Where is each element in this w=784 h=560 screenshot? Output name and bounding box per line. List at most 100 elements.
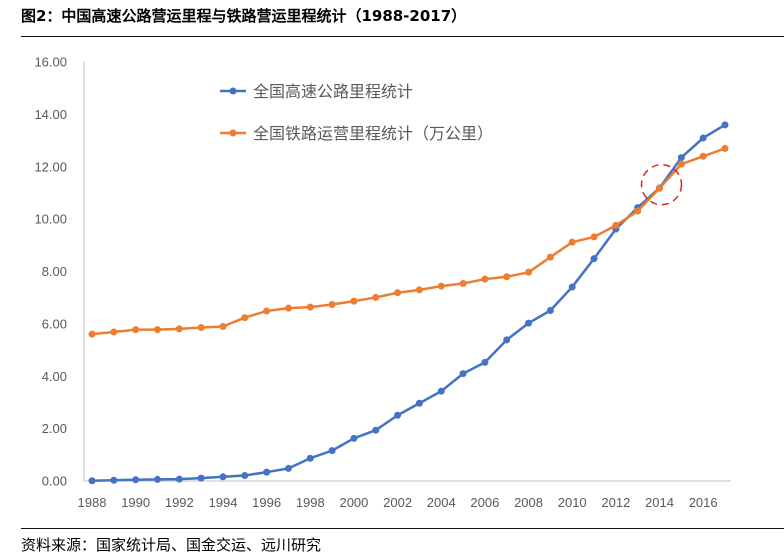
data-point: [437, 387, 445, 395]
highlight-circle: [640, 163, 683, 206]
data-point: [721, 144, 729, 152]
data-point: [197, 474, 205, 482]
data-point: [437, 282, 445, 290]
data-point: [175, 325, 183, 333]
x-tick-label: 2012: [601, 495, 630, 510]
data-point: [546, 307, 554, 315]
data-point: [394, 289, 402, 297]
x-tick-label: 2000: [339, 495, 368, 510]
data-point: [241, 314, 249, 322]
annotation-layer: [640, 163, 683, 206]
x-tick-label: 1990: [121, 495, 150, 510]
y-tick-label: 4.00: [42, 369, 67, 384]
data-point: [590, 255, 598, 263]
data-point: [263, 468, 271, 476]
legend-marker: [229, 87, 237, 95]
legend-marker: [229, 129, 237, 137]
y-tick-label: 12.00: [34, 159, 67, 174]
data-point: [372, 293, 380, 301]
x-tick-label: 1996: [252, 495, 281, 510]
legend-item-1: 全国高速公路里程统计: [220, 82, 413, 101]
data-point: [110, 328, 118, 336]
data-point: [568, 283, 576, 291]
data-point: [459, 280, 467, 288]
data-point: [284, 464, 292, 472]
data-point: [219, 322, 227, 330]
x-tick-label: 1994: [209, 495, 238, 510]
x-tick-label: 1998: [296, 495, 325, 510]
data-point: [415, 399, 423, 407]
data-point: [350, 297, 358, 305]
data-point: [88, 330, 96, 338]
y-tick-label: 16.00: [34, 55, 67, 70]
x-tick-label: 2006: [470, 495, 499, 510]
x-axis: 1988 1990 1992 1994 1996 1998 2000 2002 2004 2006…: [78, 480, 731, 510]
data-point: [153, 475, 161, 483]
y-tick-label: 8.00: [42, 264, 67, 279]
data-point: [503, 336, 511, 344]
y-tick-label: 10.00: [34, 212, 67, 227]
data-point: [88, 477, 96, 485]
data-point: [328, 300, 336, 308]
data-point: [132, 326, 140, 334]
x-tick-label: 2014: [645, 495, 674, 510]
data-point: [306, 454, 314, 462]
data-point: [284, 304, 292, 312]
data-point: [612, 221, 620, 229]
series-1: [88, 121, 729, 485]
data-point: [481, 275, 489, 283]
y-axis: 0.00 2.00 4.00 6.00 8.00 10.00 12.00 14.00 16.00: [34, 55, 85, 489]
data-point: [153, 326, 161, 334]
data-point: [219, 473, 227, 481]
data-point: [481, 358, 489, 366]
y-tick-label: 14.00: [34, 107, 67, 122]
x-tick-label: 2004: [427, 495, 456, 510]
legend-label: 全国高速公路里程统计: [253, 82, 413, 101]
data-point: [568, 238, 576, 246]
data-point: [306, 303, 314, 311]
data-point: [590, 233, 598, 241]
data-point: [525, 268, 533, 276]
x-tick-label: 2002: [383, 495, 412, 510]
series-2: [88, 144, 729, 338]
data-point: [721, 121, 729, 129]
figure-source: 资料来源：国家统计局、国金交运、远川研究: [21, 536, 322, 554]
data-point: [699, 152, 707, 160]
data-point: [263, 307, 271, 315]
data-point: [241, 472, 249, 480]
x-tick-label: 2008: [514, 495, 543, 510]
title-rule: [21, 36, 784, 37]
data-point: [677, 160, 685, 168]
data-point: [372, 426, 380, 434]
data-point: [503, 273, 511, 281]
source-rule: [21, 528, 784, 529]
data-point: [699, 134, 707, 142]
x-tick-label: 2016: [689, 495, 718, 510]
data-point: [350, 434, 358, 442]
x-tick-label: 1988: [78, 495, 107, 510]
legend-label: 全国铁路运营里程统计（万公里）: [253, 124, 493, 143]
figure-title: 图2：中国高速公路营运里程与铁路营运里程统计（1988-2017）: [21, 7, 467, 25]
data-point: [175, 475, 183, 483]
series-line: [91, 123, 726, 482]
data-point: [459, 370, 467, 378]
data-point: [656, 184, 664, 192]
data-point: [546, 253, 554, 261]
data-point: [415, 286, 423, 294]
data-point: [197, 324, 205, 332]
x-tick-label: 2010: [558, 495, 587, 510]
series-line: [91, 147, 726, 336]
data-point: [677, 154, 685, 162]
x-tick-label: 1992: [165, 495, 194, 510]
data-point: [525, 319, 533, 327]
data-point: [132, 476, 140, 484]
data-point: [394, 411, 402, 419]
data-point: [328, 447, 336, 455]
series-layer: [88, 121, 729, 485]
data-point: [634, 207, 642, 215]
legend-item-2: 全国铁路运营里程统计（万公里）: [220, 124, 493, 143]
y-tick-label: 6.00: [42, 316, 67, 331]
data-point: [110, 476, 118, 484]
